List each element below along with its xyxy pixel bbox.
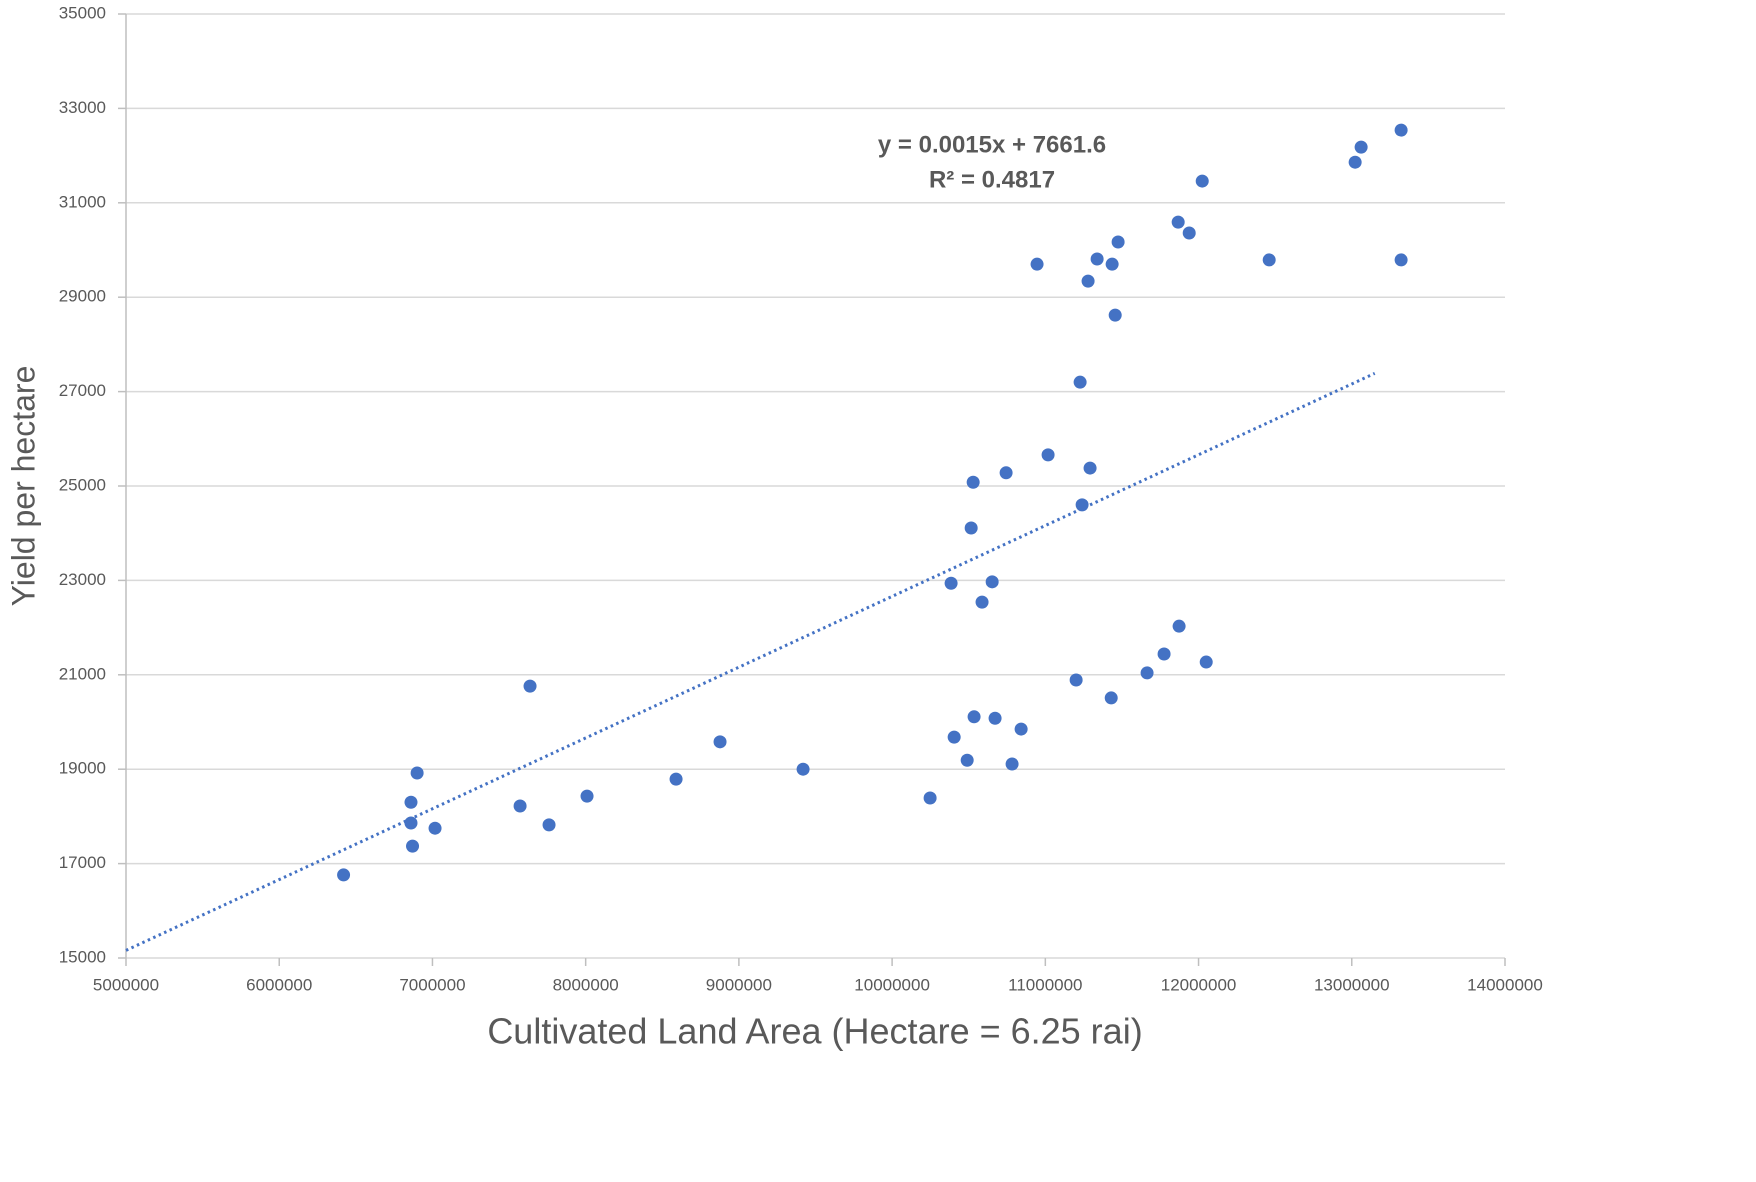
x-tick-label: 8000000 [553,975,619,994]
point [1354,140,1368,154]
point [1394,123,1408,137]
point [1182,226,1196,240]
trendline [125,371,1376,952]
point [1199,655,1213,669]
y-tick-label: 31000 [59,192,106,211]
point [975,595,989,609]
point [1172,619,1186,633]
y-tick-label: 19000 [59,759,106,778]
point [1041,448,1055,462]
point [513,799,527,813]
point [428,821,442,835]
y-tick-label: 15000 [59,947,106,966]
y-tick-label: 23000 [59,570,106,589]
point [410,766,424,780]
y-tick-label: 27000 [59,381,106,400]
x-tick-label: 9000000 [706,975,772,994]
point [947,730,961,744]
y-axis-title: Yield per hectare [5,366,41,607]
point [1083,461,1097,475]
y-tick-label: 17000 [59,853,106,872]
point [923,791,937,805]
point [1195,174,1209,188]
point [1348,155,1362,169]
point [999,466,1013,480]
point [1140,666,1154,680]
point [1111,235,1125,249]
point [1262,253,1276,267]
point [1104,691,1118,705]
x-tick-label: 12000000 [1161,975,1237,994]
x-tick-label: 5000000 [93,975,159,994]
point [985,575,999,589]
point [1394,253,1408,267]
point [1069,673,1083,687]
point [713,735,727,749]
y-tick-label: 35000 [59,3,106,22]
x-tick-label: 6000000 [246,975,312,994]
point [964,521,978,535]
point [944,576,958,590]
point [960,753,974,767]
point [1075,498,1089,512]
point [1090,252,1104,266]
point [669,772,683,786]
y-tick-label: 29000 [59,287,106,306]
y-tick-label: 21000 [59,664,106,683]
point [967,710,981,724]
point [796,762,810,776]
point [1105,257,1119,271]
point [988,711,1002,725]
x-axis-title: Cultivated Land Area (Hectare = 6.25 rai… [487,1011,1142,1052]
point [1005,757,1019,771]
point [1171,215,1185,229]
point [1073,375,1087,389]
point [1030,257,1044,271]
point [1108,308,1122,322]
x-tick-label: 7000000 [399,975,465,994]
trendline-equation: y = 0.0015x + 7661.6 [878,131,1106,158]
point [404,795,418,809]
point [523,679,537,693]
point [404,816,418,830]
y-tick-label: 33000 [59,98,106,117]
trendline-r-squared: R² = 0.4817 [929,166,1055,193]
point [966,475,980,489]
point [1157,647,1171,661]
point [580,789,594,803]
point [1014,722,1028,736]
point [1081,274,1095,288]
x-tick-label: 11000000 [1008,975,1082,994]
point [337,868,351,882]
x-tick-label: 14000000 [1467,975,1543,994]
x-tick-label: 10000000 [854,975,930,994]
x-tick-label: 13000000 [1314,975,1390,994]
y-tick-label: 25000 [59,475,106,494]
point [542,818,556,832]
point [406,839,420,853]
